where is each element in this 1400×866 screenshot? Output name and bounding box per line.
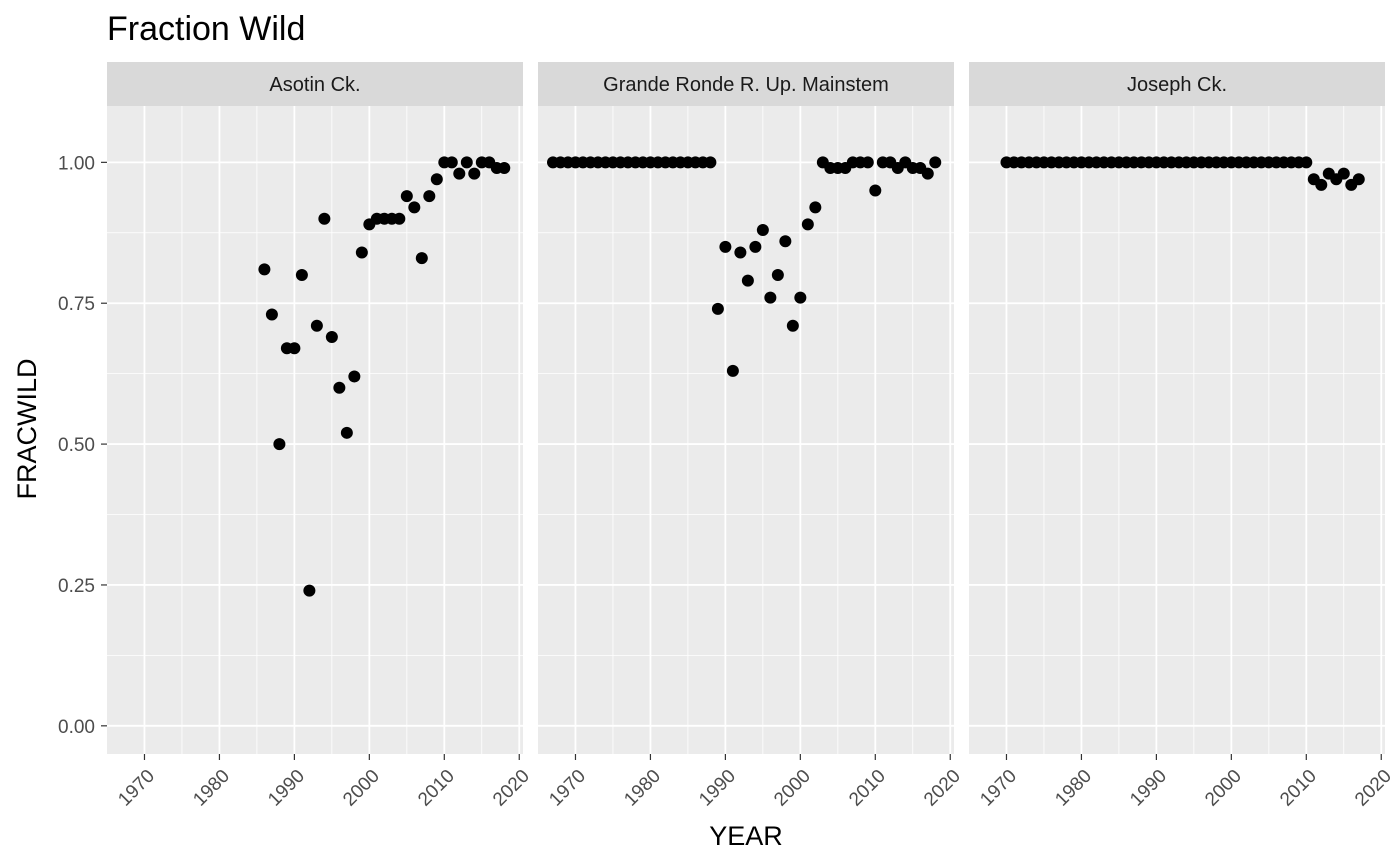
x-tick-label: 2010 <box>845 766 890 811</box>
data-point <box>1352 173 1365 186</box>
data-point <box>929 156 942 169</box>
data-point <box>719 240 732 253</box>
x-tick-label: 2020 <box>1351 766 1396 811</box>
data-point <box>393 212 406 225</box>
data-point <box>288 342 301 355</box>
panel-background <box>107 106 523 754</box>
data-point <box>869 184 882 197</box>
facet-panel: Asotin Ck. 1970 1980 1990 2000 2010 2020 <box>107 62 534 810</box>
y-tick-label: 0.75 <box>58 294 95 315</box>
data-point <box>749 240 762 253</box>
x-tick-label: 1980 <box>1051 766 1096 811</box>
data-point <box>340 426 353 439</box>
data-point <box>711 302 724 315</box>
data-point <box>265 308 278 321</box>
data-point <box>415 252 428 265</box>
facet-panel: Joseph Ck. 1970 1980 1990 2000 2010 2020 <box>969 62 1396 810</box>
data-point <box>310 319 323 332</box>
data-point <box>779 235 792 248</box>
facet-strip-label: Grande Ronde R. Up. Mainstem <box>603 74 889 96</box>
data-point <box>355 246 368 259</box>
data-point <box>453 167 466 180</box>
x-tick-label: 2000 <box>1201 766 1246 811</box>
x-tick-label: 2020 <box>920 766 965 811</box>
data-point <box>333 381 346 394</box>
x-tick-label: 1990 <box>1126 766 1171 811</box>
data-point <box>348 370 361 383</box>
data-point <box>318 212 331 225</box>
data-point <box>273 438 286 451</box>
data-point <box>1315 178 1328 191</box>
data-point <box>801 218 814 231</box>
data-point <box>704 156 717 169</box>
data-point <box>794 291 807 304</box>
data-point <box>408 201 421 214</box>
x-tick-label: 1970 <box>545 766 590 811</box>
y-tick-label: 1.00 <box>58 153 95 174</box>
chart-title: Fraction Wild <box>107 10 305 48</box>
y-axis-title: FRACWILD <box>12 359 42 500</box>
data-point <box>921 167 934 180</box>
data-point <box>1337 167 1350 180</box>
facet-strip <box>538 62 954 106</box>
x-tick-label: 2000 <box>339 766 384 811</box>
x-tick-label: 2000 <box>770 766 815 811</box>
y-tick-label: 0.50 <box>58 435 95 456</box>
data-point <box>861 156 874 169</box>
data-point <box>764 291 777 304</box>
facet-strip <box>107 62 523 106</box>
data-point <box>1300 156 1313 169</box>
y-tick-label: 0.00 <box>58 717 95 738</box>
data-point <box>498 161 511 174</box>
y-tick-label: 0.25 <box>58 576 95 597</box>
panel-background <box>538 106 954 754</box>
data-point <box>734 246 747 259</box>
data-point <box>460 156 473 169</box>
data-point <box>809 201 822 214</box>
data-point <box>468 167 481 180</box>
data-point <box>771 269 784 282</box>
facet-panel: Grande Ronde R. Up. Mainstem 1970 1980 1990… <box>538 62 965 810</box>
x-tick-label: 1990 <box>695 766 740 811</box>
data-point <box>741 274 754 287</box>
facet-strip <box>969 62 1385 106</box>
facet-panels: 0.00 0.25 0.50 0.75 1.00 Asotin Ck. 1970 1980 19… <box>58 62 1396 810</box>
x-tick-label: 2010 <box>1276 766 1321 811</box>
facet-strip-label: Joseph Ck. <box>1127 74 1227 96</box>
data-point <box>430 173 443 186</box>
x-tick-label: 1970 <box>976 766 1021 811</box>
x-tick-label: 1970 <box>114 766 159 811</box>
panel-background <box>969 106 1385 754</box>
data-point <box>258 263 271 276</box>
data-point <box>756 223 769 236</box>
data-point <box>295 269 308 282</box>
data-point <box>325 331 338 344</box>
data-point <box>400 190 413 203</box>
x-tick-label: 2020 <box>489 766 534 811</box>
data-point <box>303 584 316 597</box>
data-point <box>445 156 458 169</box>
x-tick-label: 1980 <box>189 766 234 811</box>
x-tick-label: 1980 <box>620 766 665 811</box>
data-point <box>786 319 799 332</box>
x-axis-title: YEAR <box>709 821 783 851</box>
data-point <box>726 364 739 377</box>
x-tick-label: 2010 <box>414 766 459 811</box>
data-point <box>423 190 436 203</box>
facet-strip-label: Asotin Ck. <box>269 74 360 96</box>
x-tick-label: 1990 <box>264 766 309 811</box>
